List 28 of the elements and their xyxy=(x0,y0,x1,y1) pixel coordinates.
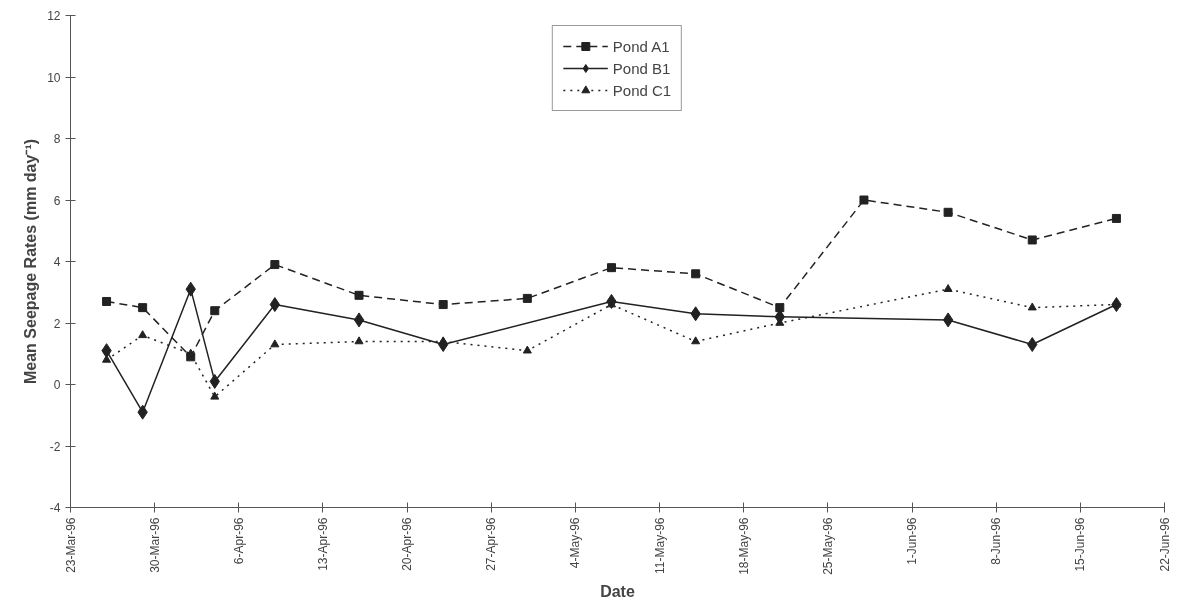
y-tick-label: 8 xyxy=(53,132,61,146)
y-tick-label: 2 xyxy=(53,316,61,331)
y-tick-label: -4 xyxy=(49,501,61,515)
x-tick-label: 4-May-96 xyxy=(568,517,583,569)
y-tick-label: 4 xyxy=(53,255,61,269)
x-tick-label: 1-Jun-96 xyxy=(905,517,920,565)
y-tick-label: 0 xyxy=(53,378,61,392)
x-tick-label: 6-Apr-96 xyxy=(231,517,246,565)
x-tick-label: 27-Apr-96 xyxy=(484,517,499,571)
legend-label: Pond B1 xyxy=(612,59,671,77)
x-tick-label: 22-Jun-96 xyxy=(1157,517,1172,572)
x-tick-label: 23-Mar-96 xyxy=(63,517,78,573)
x-tick-label: 30-Mar-96 xyxy=(147,517,162,573)
y-tick-label: 6 xyxy=(53,193,61,208)
y-tick-label: 12 xyxy=(47,9,61,23)
x-axis-title: Date xyxy=(600,582,635,600)
y-tick-label: 10 xyxy=(47,70,61,85)
y-tick-label: -2 xyxy=(49,439,61,454)
x-tick-label: 13-Apr-96 xyxy=(315,517,330,571)
y-axis-title: Mean Seepage Rates (mm day⁻¹) xyxy=(22,138,40,385)
x-tick-label: 8-Jun-96 xyxy=(989,517,1004,565)
legend-label: Pond C1 xyxy=(612,81,672,99)
x-tick-label: 20-Apr-96 xyxy=(400,517,415,571)
legend-label: Pond A1 xyxy=(612,37,670,55)
x-tick-label: 18-May-96 xyxy=(736,517,751,575)
x-tick-label: 25-May-96 xyxy=(820,517,835,575)
x-tick-label: 15-Jun-96 xyxy=(1073,517,1088,572)
x-tick-label: 11-May-96 xyxy=(652,517,667,574)
